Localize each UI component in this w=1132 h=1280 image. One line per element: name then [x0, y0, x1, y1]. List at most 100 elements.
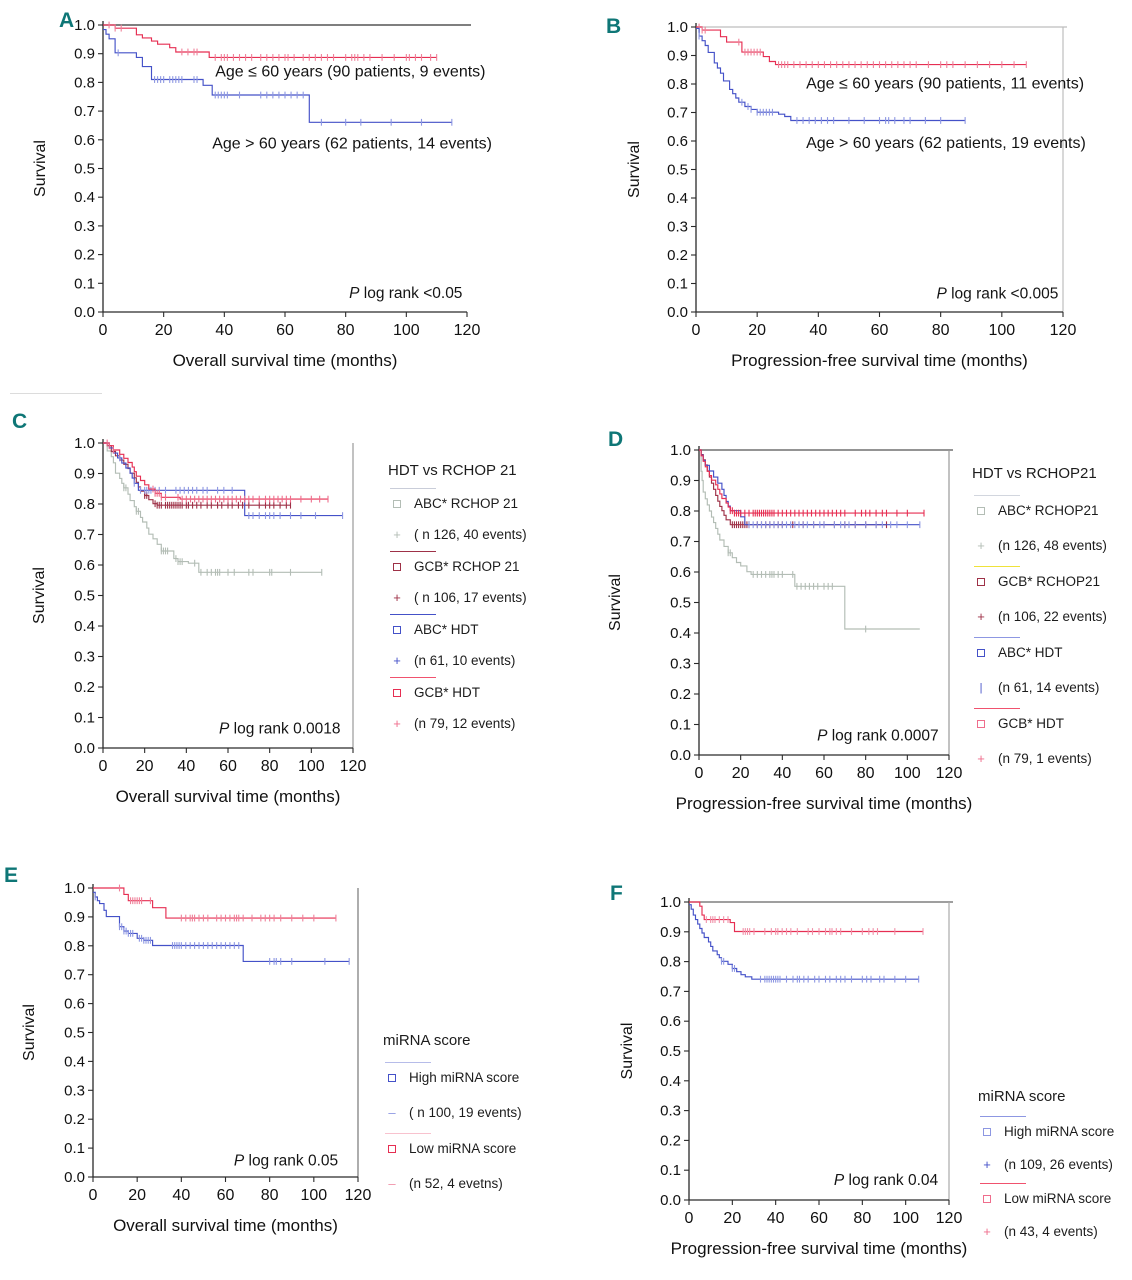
km-series-4: [699, 449, 925, 517]
p-value-label: P log rank 0.04: [834, 1172, 939, 1189]
x-tick-label: 20: [748, 322, 766, 339]
y-tick-label: 0.7: [74, 527, 95, 544]
km-series-3: [103, 442, 344, 519]
km-series-2: [103, 442, 292, 509]
panel-label-A: A: [59, 9, 75, 32]
plus-marker-icon: +: [393, 590, 401, 605]
legend-item-label: High miRNA score: [1004, 1124, 1115, 1139]
axes: 0.0 0.1 0.2 0.3 0.4 0.5 0.6 0.7 0.8 0.9 1.0 0 20 40 60…: [670, 442, 962, 782]
plus-marker-icon: +: [393, 716, 401, 731]
open-square-marker-icon: [383, 1145, 401, 1153]
legend-item-label: GCB* HDT: [998, 716, 1065, 731]
km-curve: [93, 887, 336, 919]
dash-marker-icon: –: [388, 1176, 396, 1191]
axes: 0.0 0.1 0.2 0.3 0.4 0.5 0.6 0.7 0.8 0.9 1.0 0 20 40 60…: [660, 894, 962, 1227]
panel-E-legend: miRNA score High miRNA score –( n 100, 19 …: [383, 1032, 578, 1191]
x-tick-label: 120: [340, 758, 367, 775]
p-value-label: P log rank 0.0007: [817, 727, 939, 744]
y-tick-label: 0.4: [74, 618, 95, 635]
y-tick-label: 1.0: [64, 880, 85, 897]
y-tick-label: 0.7: [64, 967, 85, 984]
y-tick-label: 0.5: [670, 595, 691, 612]
km-curve: [103, 442, 322, 573]
open-square-marker-icon: [972, 578, 990, 586]
plus-marker-icon: +: [983, 1224, 991, 1239]
legend-item-label: ABC* RCHOP 21: [414, 496, 519, 511]
p-value-label: P log rank 0.0018: [219, 720, 341, 737]
y-tick-label: 0.8: [660, 954, 681, 971]
legend-item-label: GCB* RCHOP 21: [414, 559, 520, 574]
x-tick-label: 0: [99, 758, 108, 775]
legend-item-label: GCB* RCHOP21: [998, 574, 1101, 589]
x-tick-label: 0: [685, 1210, 694, 1227]
x-tick-label: 120: [345, 1187, 372, 1204]
y-tick-label: 0.1: [670, 717, 691, 734]
legend-line-sample: [385, 1062, 431, 1063]
x-tick-label: 40: [172, 1187, 190, 1204]
km-curve: [93, 891, 350, 962]
km-curve: [689, 904, 919, 980]
x-tick-label: 40: [177, 758, 195, 775]
y-tick-label: 0.3: [64, 1082, 85, 1099]
panel-C-chart: 0.0 0.1 0.2 0.3 0.4 0.5 0.6 0.7 0.8 0.9 1.0 0 20 40 60…: [31, 435, 367, 806]
open-square-marker-icon: [972, 720, 990, 728]
y-tick-label: 0.8: [670, 503, 691, 520]
y-tick-label: 0.6: [64, 996, 85, 1013]
x-tick-label: 0: [99, 322, 108, 339]
y-tick-label: 0.1: [64, 1140, 85, 1157]
p-value-label: P log rank <0.05: [349, 285, 462, 302]
legend-line-sample: [974, 566, 1020, 567]
km-series-2: [689, 901, 924, 935]
open-square-marker-icon: [972, 507, 990, 515]
legend-item-label: ( n 100, 19 events): [409, 1105, 522, 1120]
legend-item-label: ABC* HDT: [414, 622, 479, 637]
y-tick-label: 0.0: [74, 740, 95, 757]
p-value-label: P log rank <0.005: [936, 285, 1058, 302]
y-tick-label: 0.4: [74, 189, 95, 206]
y-tick-label: 1.0: [74, 17, 95, 34]
km-curve: [103, 442, 291, 506]
x-tick-label: 120: [1050, 322, 1077, 339]
y-tick-label: 0.6: [74, 132, 95, 149]
x-tick-label: 100: [894, 765, 921, 782]
legend-item-label: (n 106, 22 events): [998, 609, 1107, 624]
legend-item-label: ( n 106, 17 events): [414, 590, 527, 605]
km-series-2: [93, 884, 337, 922]
legend-line-sample: [980, 1183, 1026, 1184]
y-tick-label: 0.9: [670, 473, 691, 490]
legend-item: + (n 79, 12 events): [388, 717, 578, 731]
legend-item-label: Low miRNA score: [409, 1141, 517, 1156]
legend-item: GCB* HDT: [972, 717, 1132, 731]
y-tick-label: 0.4: [64, 1053, 85, 1070]
x-axis-label: Overall survival time (months): [173, 351, 398, 370]
legend-item: + (n 43, 4 events): [978, 1225, 1132, 1239]
km-series-2: [103, 29, 453, 126]
y-tick-label: 0.0: [667, 304, 688, 321]
km-series-1: [696, 23, 1027, 69]
km-series-3: [699, 449, 921, 529]
x-tick-label: 60: [810, 1210, 828, 1227]
y-tick-label: 0.7: [667, 105, 688, 122]
y-axis-label: Survival: [619, 1023, 636, 1080]
y-tick-label: 0.1: [667, 276, 688, 293]
km-curve: [103, 442, 328, 500]
legend-item: High miRNA score: [383, 1071, 578, 1085]
km-curve: [699, 449, 924, 514]
open-square-marker-icon: [388, 689, 406, 697]
legend-item: GCB* RCHOP 21: [388, 560, 578, 574]
km-curve: [696, 26, 1027, 66]
km-series-2: [699, 449, 888, 529]
y-axis-label: Survival: [21, 1004, 38, 1061]
x-tick-label: 100: [988, 322, 1015, 339]
panel-F-chart: 0.0 0.1 0.2 0.3 0.4 0.5 0.6 0.7 0.8 0.9 1.0 0 20 40 60…: [619, 894, 968, 1258]
legend-item: ABC* HDT: [972, 646, 1132, 660]
km-curve: [699, 449, 920, 630]
legend-line-sample: [974, 637, 1020, 638]
y-tick-label: 0.9: [74, 46, 95, 63]
panel-label-B: B: [606, 15, 622, 38]
legend-item-label: (n 43, 4 events): [1004, 1224, 1098, 1239]
legend-item-label: (n 61, 14 events): [998, 680, 1100, 695]
y-tick-label: 0.3: [667, 219, 688, 236]
legend-line-sample: [390, 488, 436, 489]
x-axis-label: Progression-free survival time (months): [671, 1239, 968, 1258]
